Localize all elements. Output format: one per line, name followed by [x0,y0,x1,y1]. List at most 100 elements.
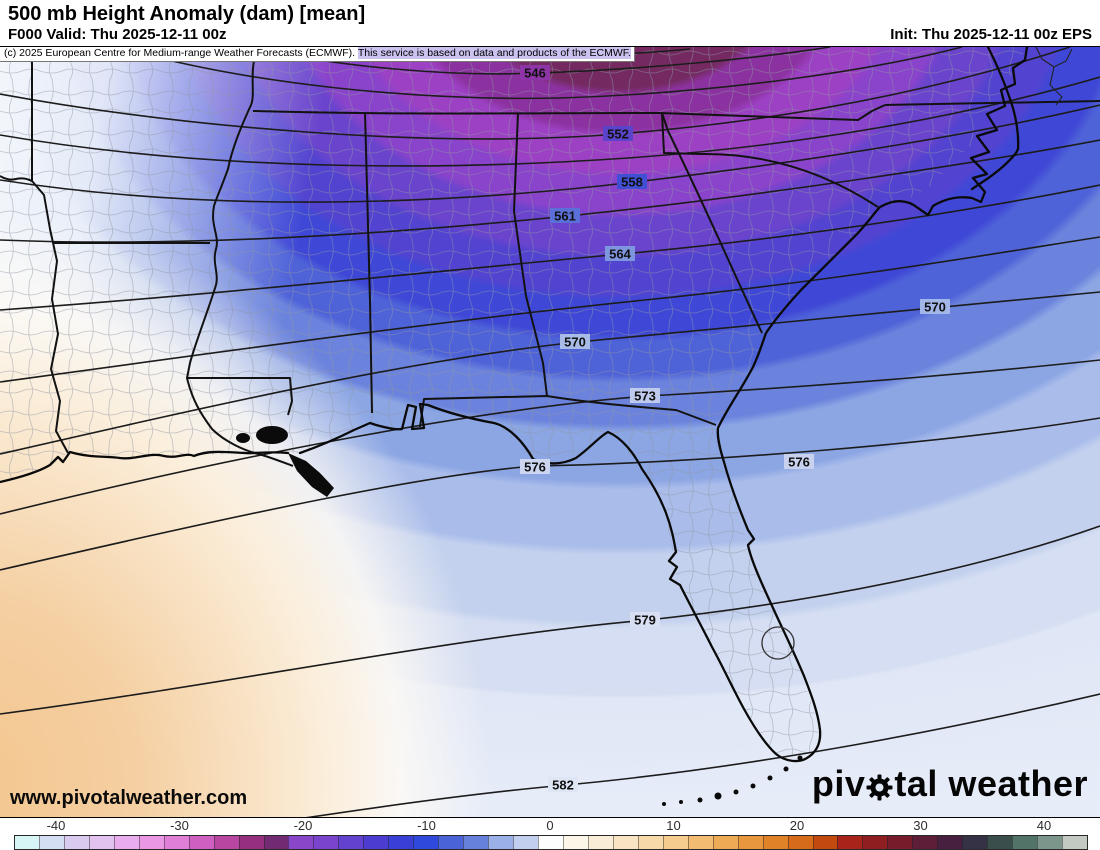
contour-label-bg [520,65,550,80]
copyright-highlighted-text: This service is based on data and produc… [357,47,631,59]
colorbar-cell [812,836,838,849]
colorbar-cell [288,836,314,849]
colorbar-cell [363,836,389,849]
contour-label: 576 [788,455,810,470]
colorbar-cell [313,836,339,849]
contour-label-bg [520,459,550,474]
contour-label: 573 [634,389,656,404]
colorbar-cell [912,836,938,849]
contour-label-bg [603,126,633,141]
colorbar-tick-label: 40 [1036,818,1052,833]
outer-banks [970,47,1020,191]
colorbar-cell [63,836,89,849]
border-al-ga [513,112,548,397]
lake-pontchartrain [256,426,288,444]
contour-label-bg [630,612,660,627]
colorbar-tick-label: 20 [789,818,805,833]
contour-label-bg [617,174,647,189]
colorbar-cell [712,836,738,849]
colorbar-cell [762,836,788,849]
border-tn-south [252,104,886,121]
contour-549 [117,47,963,100]
colorbar-cell [263,836,289,849]
colorbar-cell [587,836,613,849]
colorbar-cell [188,836,214,849]
colorbar-ticks: -40 -30 -20 -10 0 10 20 30 40 [14,818,1086,834]
contour-label-bg [920,299,950,314]
colorbar-tick-label: 0 [546,818,554,833]
contour-label-bg [605,246,635,261]
contour-579 [0,525,1100,715]
contour-label-bg [560,334,590,349]
contour-573 [0,359,1100,515]
colorbar-footer: -40 -30 -20 -10 0 10 20 30 40 [0,818,1100,850]
logo-text-suffix: tal weather [894,763,1088,804]
contour-label-bg [630,388,660,403]
colorbar-cell [937,836,963,849]
colorbar-tick-label: 30 [913,818,928,833]
contour-label: 576 [524,460,546,475]
contour-label: 564 [609,247,631,262]
map-overlay: 546 552 558 561 564 570 570 573 576 576 579 582 [0,47,1100,817]
map-canvas: 546 552 558 561 564 570 570 573 576 576 579 582 (c)… [0,46,1100,818]
contour-567 [0,236,1100,383]
state-borders [0,47,1100,467]
border-ga-sc [661,112,763,334]
copyright-text: (c) 2025 European Centre for Medium-rang… [4,47,358,59]
logo-text-prefix: piv [811,763,866,804]
colorbar-cell [837,836,863,849]
florida-keys [662,755,803,806]
border-tx-east [31,180,69,454]
colorbar-cell [612,836,638,849]
contour-label: 552 [607,127,629,142]
border-la-ms [187,377,293,416]
colorbar-cell [488,836,514,849]
colorbar-cell [962,836,988,849]
colorbar-cell [1012,836,1038,849]
border-va-nc [884,100,1100,106]
colorbar-cell [862,836,888,849]
contour-label: 558 [621,175,643,190]
colorbar-cell [163,836,189,849]
contour-labels: 546 552 558 561 564 570 570 573 576 576 579 582 [520,65,950,793]
contour-582 [305,693,1100,817]
colorbar-cell [138,836,164,849]
gear-icon [866,774,893,800]
colorbar-cell [687,836,713,849]
colorbar-cell [463,836,489,849]
colorbar-cell [88,836,114,849]
colorbar-tick-label: -40 [46,818,66,833]
colorbar-tick-label: -20 [293,818,313,833]
page-title: 500 mb Height Anomaly (dam) [mean] [8,3,366,25]
colorbar-cell [1037,836,1063,849]
colorbar-cell [413,836,439,849]
contour-555 [0,76,1100,167]
colorbar-tick-label: 10 [666,818,681,833]
contour-label: 579 [634,613,656,628]
contour-label: 570 [924,300,946,315]
border-ms-al [364,111,373,414]
colorbar-cell [15,836,39,849]
lake-okeechobee [761,626,795,660]
contour-label-bg [550,208,580,223]
colorbar-tick-label: -10 [417,818,436,833]
lake-maurepas [236,433,250,443]
contour-label-bg [548,777,578,792]
colorbar-cell [737,836,763,849]
border-mississippi-river [186,47,294,467]
colorbar-cell [213,836,239,849]
contour-label: 570 [564,335,586,350]
colorbar-cell [987,836,1013,849]
copyright-strip: (c) 2025 European Centre for Medium-rang… [0,47,635,62]
colorbar-cell [338,836,364,849]
colorbar-cell [38,836,64,849]
border-fl-north [419,395,717,428]
colorbar-cell [388,836,414,849]
virginia-coast [1035,47,1073,106]
contour-558 [0,104,1100,203]
contour-label: 561 [554,209,576,224]
colorbar-cell [637,836,663,849]
pivotal-weather-logo: piv tal weathe [812,763,1088,805]
border-red-river [0,175,33,182]
